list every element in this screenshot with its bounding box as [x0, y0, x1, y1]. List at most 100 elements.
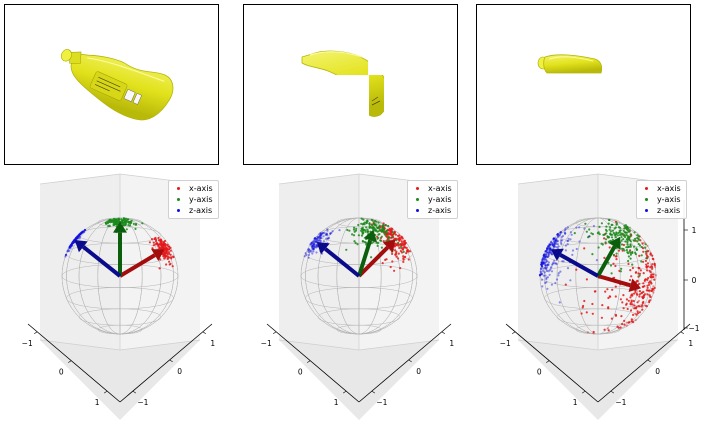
legend-label: y-axis — [428, 195, 452, 204]
data-point — [614, 295, 617, 298]
data-point — [624, 231, 627, 234]
data-point — [619, 326, 622, 329]
data-point — [642, 260, 645, 263]
data-point — [120, 221, 123, 224]
tick-label-right: 1 — [210, 339, 215, 348]
data-point — [648, 299, 651, 302]
mean-arrow-shaft — [559, 253, 599, 278]
data-point — [155, 238, 158, 241]
data-point — [108, 220, 111, 224]
legend-entry-y: y-axis — [641, 194, 681, 205]
data-point — [303, 255, 306, 258]
data-point — [69, 245, 72, 248]
data-point — [617, 231, 620, 235]
data-point — [617, 249, 621, 252]
data-point — [540, 263, 543, 266]
data-point — [319, 235, 322, 238]
data-point — [310, 242, 313, 245]
data-point — [318, 235, 321, 238]
data-point — [612, 231, 615, 235]
legend: x-axis y-axis z-axis — [407, 180, 458, 219]
data-point — [363, 223, 366, 226]
data-point — [642, 282, 645, 285]
data-point — [620, 243, 624, 246]
data-point — [552, 247, 555, 250]
data-point — [645, 257, 648, 260]
data-point — [654, 274, 657, 277]
data-point — [319, 234, 322, 237]
data-point — [558, 301, 561, 304]
data-point — [646, 269, 649, 272]
data-point — [307, 250, 310, 253]
data-point — [69, 245, 72, 248]
data-point — [646, 289, 649, 292]
data-point — [539, 273, 542, 276]
data-point — [543, 255, 546, 258]
data-point — [314, 246, 318, 249]
data-point — [307, 253, 310, 257]
data-point — [311, 246, 314, 249]
data-point — [628, 229, 631, 232]
data-point — [319, 236, 322, 239]
data-point — [316, 237, 319, 241]
data-point — [544, 256, 547, 259]
legend-label: x-axis — [428, 184, 452, 193]
data-point — [311, 244, 314, 247]
data-point — [81, 230, 84, 233]
data-point — [619, 233, 622, 237]
data-point — [362, 229, 365, 232]
data-point — [402, 244, 405, 247]
data-point — [575, 268, 578, 271]
data-point — [619, 270, 622, 273]
tick-label-left: 0 — [537, 368, 542, 377]
data-point — [167, 256, 170, 259]
data-point — [316, 245, 319, 248]
data-point — [592, 224, 595, 228]
axis-line-left — [27, 323, 121, 403]
axis-line-left — [266, 323, 360, 403]
data-point — [543, 258, 546, 261]
data-point — [541, 261, 545, 264]
tick-label-left: −1 — [500, 339, 511, 348]
axis-line-right — [358, 323, 452, 403]
data-point — [319, 237, 322, 240]
data-point — [391, 252, 394, 255]
image-panel-2 — [243, 4, 458, 165]
data-point — [404, 241, 407, 245]
data-point — [578, 226, 581, 229]
data-point — [644, 304, 647, 307]
data-point — [638, 244, 642, 247]
data-point — [308, 249, 311, 252]
data-point — [564, 232, 567, 235]
data-point — [316, 235, 319, 238]
data-point — [545, 260, 548, 263]
data-point — [320, 236, 323, 240]
data-point — [407, 258, 410, 261]
data-point — [544, 281, 547, 284]
data-point — [384, 233, 387, 236]
data-point — [380, 246, 383, 249]
bottle-icon — [60, 49, 174, 121]
data-point — [624, 224, 627, 227]
data-point — [620, 239, 623, 242]
data-point — [368, 222, 371, 225]
data-point — [322, 240, 325, 243]
mean-arrow-shaft — [118, 253, 156, 278]
data-point — [553, 243, 556, 246]
data-point — [625, 246, 628, 249]
data-point — [637, 266, 640, 270]
data-point — [318, 236, 321, 239]
data-point — [309, 243, 312, 246]
data-point — [70, 243, 73, 246]
data-point — [311, 247, 314, 250]
data-point — [569, 231, 572, 234]
legend-entry-x: x-axis — [412, 183, 452, 194]
data-point — [650, 275, 653, 278]
data-point — [591, 253, 594, 256]
data-point — [636, 312, 639, 315]
data-point — [150, 238, 154, 241]
data-point — [319, 232, 322, 235]
data-point — [564, 232, 567, 235]
data-point — [401, 248, 405, 251]
data-point — [539, 267, 543, 270]
